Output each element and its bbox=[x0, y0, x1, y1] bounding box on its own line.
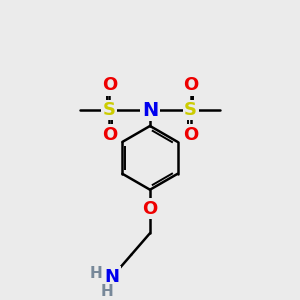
Text: O: O bbox=[102, 126, 117, 144]
Text: H: H bbox=[100, 284, 113, 298]
Text: O: O bbox=[142, 200, 158, 217]
Text: S: S bbox=[103, 101, 116, 119]
Text: O: O bbox=[183, 76, 198, 94]
Text: N: N bbox=[105, 268, 120, 286]
Text: O: O bbox=[183, 126, 198, 144]
Text: N: N bbox=[142, 100, 158, 119]
Text: O: O bbox=[102, 76, 117, 94]
Text: S: S bbox=[184, 101, 197, 119]
Text: H: H bbox=[90, 266, 103, 281]
